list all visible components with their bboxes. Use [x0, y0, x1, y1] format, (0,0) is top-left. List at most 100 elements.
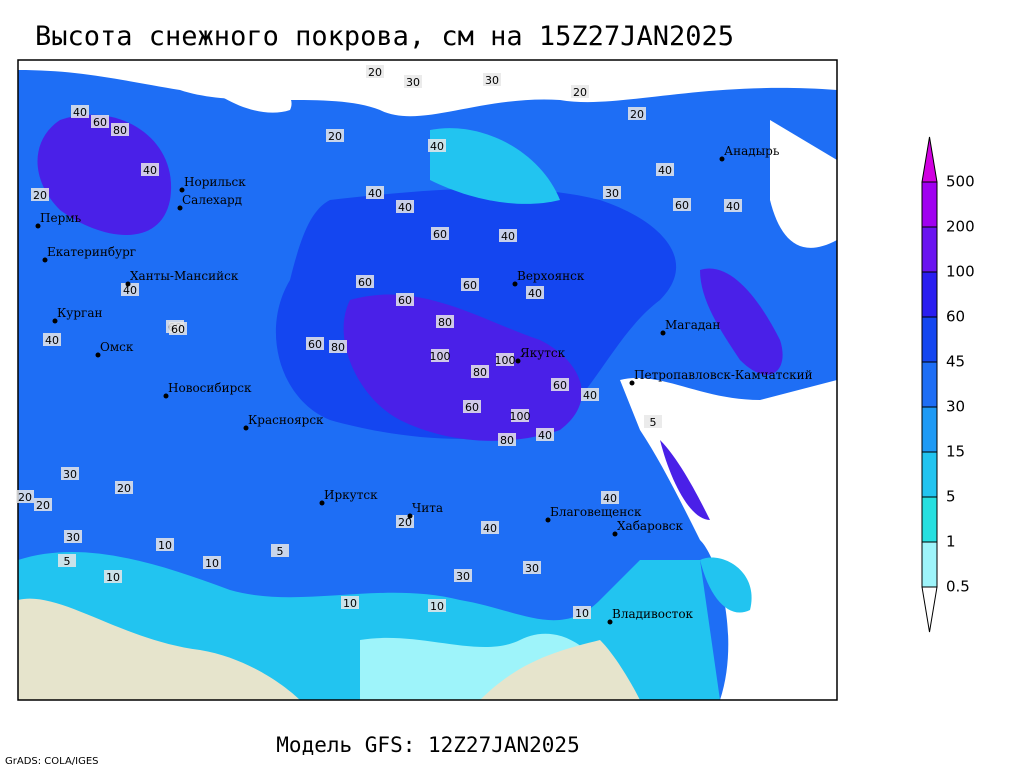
contour-label: 60 — [171, 323, 185, 336]
contour-label-box — [573, 606, 591, 619]
colorbar-box — [921, 496, 938, 543]
contour-label: 80 — [331, 341, 345, 354]
map-labels: 20 30 30 20 20 20 40 60 80 40 20 40 40 60 40 60 40 30 40 40… — [16, 65, 813, 625]
contour-label: 30 — [66, 531, 80, 544]
contour-label: 5 — [277, 545, 284, 558]
contour-label-box — [498, 433, 516, 446]
contour-label: 80 — [500, 434, 514, 447]
colorbar-label: 45 — [946, 353, 965, 371]
city-label: Курган — [57, 306, 102, 320]
contour-label-box — [644, 415, 662, 428]
contour-label: 40 — [583, 389, 597, 402]
contour-label-box — [341, 596, 359, 609]
colorbar-box — [921, 406, 938, 453]
contour-label: 30 — [485, 74, 499, 87]
contour-label-box — [431, 349, 449, 362]
contour-label-box — [628, 107, 646, 120]
map-frame — [17, 59, 838, 701]
contour-label-box — [104, 570, 122, 583]
contour-label-box — [271, 544, 289, 557]
contour-label: 20 — [36, 499, 50, 512]
city-dot — [163, 393, 169, 399]
contour-label: 80 — [438, 316, 452, 329]
contour-label-box — [428, 139, 446, 152]
city-dot — [35, 223, 41, 229]
contour-label-box — [511, 409, 529, 422]
contour-label: 20 — [33, 189, 47, 202]
colorbar-label: 15 — [946, 443, 965, 461]
contour-label-box — [141, 163, 159, 176]
contour-label: 40 — [538, 429, 552, 442]
contour-label-box — [203, 556, 221, 569]
contour-label: 60 — [358, 276, 372, 289]
contour-label-box — [43, 333, 61, 346]
colorbar-box — [921, 541, 938, 588]
contour-label-box — [454, 569, 472, 582]
contour-label-box — [601, 491, 619, 504]
city-label: Якутск — [520, 346, 566, 360]
contour-label-box — [58, 554, 76, 567]
city-dot — [660, 330, 666, 336]
contour-label-box — [31, 188, 49, 201]
title: Высота снежного покрова, см на 15Z27JAN2… — [35, 21, 734, 52]
city-dot — [515, 358, 521, 364]
contour-label-box — [603, 186, 621, 199]
contour-label: 10 — [430, 600, 444, 613]
contour-label: 10 — [205, 557, 219, 570]
contour-label-box — [523, 561, 541, 574]
contour-label: 40 — [430, 140, 444, 153]
contour-label: 40 — [123, 284, 137, 297]
city-dot — [95, 352, 101, 358]
contour-label: 60 — [93, 116, 107, 129]
contour-label-box — [431, 227, 449, 240]
contour-label-box — [71, 105, 89, 118]
contour-label: 20 — [398, 516, 412, 529]
city-label: Новосибирск — [168, 381, 252, 395]
city-dot — [545, 517, 551, 523]
contour-label-box — [571, 85, 589, 98]
city-dot — [607, 619, 613, 625]
contour-label: 40 — [45, 334, 59, 347]
contour-label-box — [483, 73, 501, 86]
contour-label: 40 — [528, 287, 542, 300]
contour-label: 80 — [473, 366, 487, 379]
city-label: Анадырь — [724, 144, 780, 158]
colorbar-label: 500 — [946, 173, 975, 191]
colorbar-label: 60 — [946, 308, 965, 326]
contour-label-box — [581, 388, 599, 401]
contour-label: 20 — [117, 482, 131, 495]
contour-label: 100 — [430, 350, 451, 363]
colorbar: 500 200 100 60 45 30 15 5 1 0.5 — [921, 136, 975, 633]
contour-label-box — [111, 123, 129, 136]
contour-label: 60 — [463, 279, 477, 292]
contour-label: 10 — [106, 571, 120, 584]
city-dot — [179, 187, 185, 193]
contour-label-box — [169, 322, 187, 335]
contour-label-box — [656, 163, 674, 176]
city-label: Екатеринбург — [47, 245, 136, 259]
city-dot — [42, 257, 48, 263]
city-label: Петропавловск-Камчатский — [634, 368, 813, 382]
contour-label: 100 — [510, 410, 531, 423]
city-dot — [319, 500, 325, 506]
contour-label-box — [61, 467, 79, 480]
contour-label: 60 — [398, 294, 412, 307]
contour-label-box — [536, 428, 554, 441]
colorbar-label: 5 — [946, 488, 956, 506]
contour-label-box — [64, 530, 82, 543]
contour-label-box — [499, 229, 517, 242]
contour-label: 60 — [433, 228, 447, 241]
contour-label: 5 — [64, 555, 71, 568]
contour-label-box — [121, 283, 139, 296]
contour-label-box — [366, 65, 384, 78]
contour-label: 40 — [483, 522, 497, 535]
contour-label: 40 — [726, 200, 740, 213]
colorbar-label: 200 — [946, 218, 975, 236]
contour-label-box — [724, 199, 742, 212]
city-label: Владивосток — [612, 607, 694, 621]
contour-label-box — [496, 353, 514, 366]
contour-label-box — [396, 200, 414, 213]
contour-label-box — [551, 378, 569, 391]
contour-label-box — [326, 129, 344, 142]
colorbar-box — [921, 181, 938, 228]
